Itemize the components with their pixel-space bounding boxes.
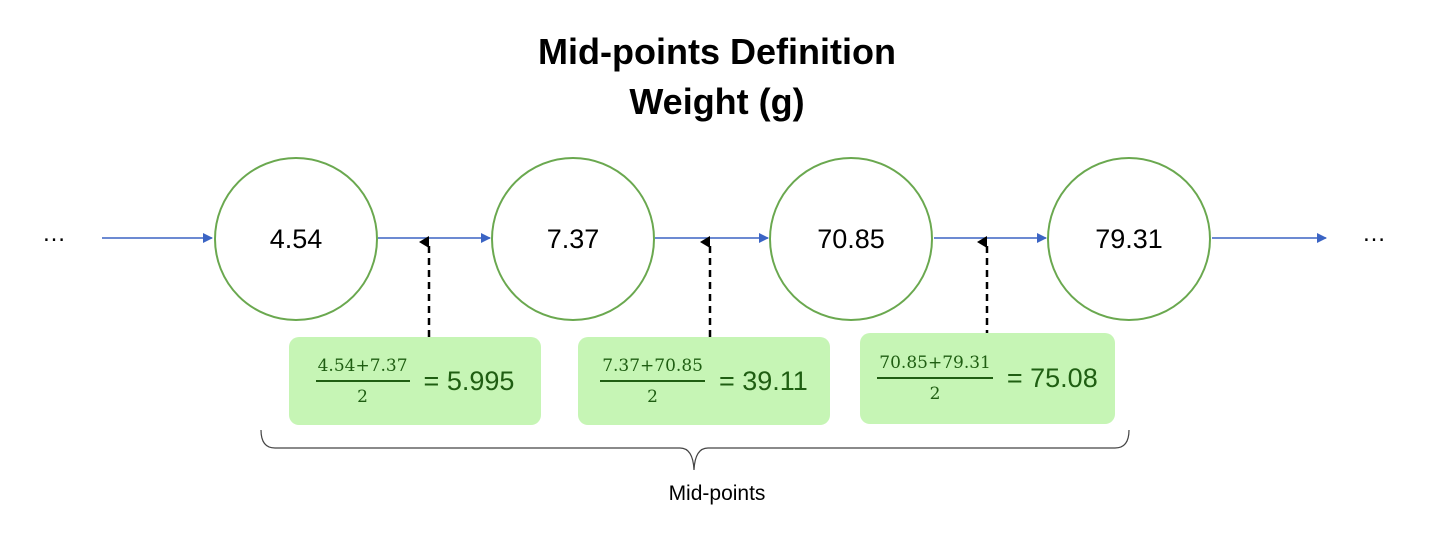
fraction-numerator: 4.54+7.37 [315, 355, 410, 382]
midpoint-box-2: 7.37+70.85 2 = 39.11 [578, 337, 830, 425]
midpoint-result: = 75.08 [1006, 363, 1098, 393]
fraction-denominator: 2 [647, 386, 658, 407]
midpoint-fraction: 7.37+70.85 2 [600, 355, 705, 408]
value-node-2: 7.37 [491, 157, 655, 321]
value-node-4: 79.31 [1047, 157, 1211, 321]
ellipsis-right: … [1362, 220, 1386, 247]
midpoint-box-3: 70.85+79.31 2 = 75.08 [860, 333, 1115, 424]
midpoint-fraction: 70.85+79.31 2 [877, 352, 993, 405]
midpoint-box-1: 4.54+7.37 2 = 5.995 [289, 337, 541, 425]
fraction-denominator: 2 [929, 384, 941, 404]
value-node-1: 4.54 [214, 157, 378, 321]
midpoint-result: = 39.11 [718, 365, 808, 396]
fraction-numerator: 70.85+79.31 [877, 352, 993, 379]
fraction-denominator: 2 [357, 386, 368, 407]
ellipsis-left: … [42, 220, 66, 247]
brace-label: Mid-points [668, 482, 766, 505]
value-node-3: 70.85 [769, 157, 933, 321]
diagram-title: Mid-points Definition [538, 31, 896, 72]
curly-brace [260, 429, 1130, 471]
fraction-numerator: 7.37+70.85 [600, 355, 705, 382]
midpoint-fraction: 4.54+7.37 2 [315, 355, 410, 408]
diagram-subtitle: Weight (g) [629, 81, 805, 122]
midpoint-result: = 5.995 [423, 365, 515, 396]
